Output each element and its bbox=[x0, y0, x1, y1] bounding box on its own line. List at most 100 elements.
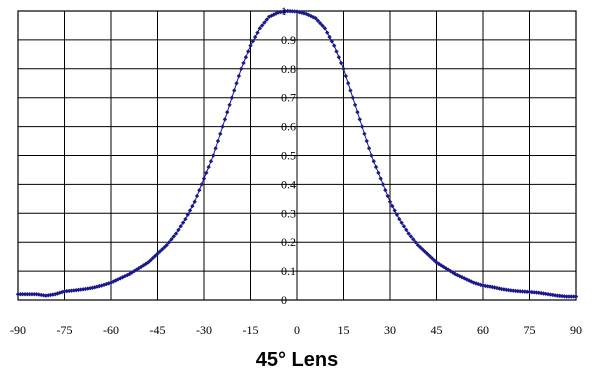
data-point bbox=[122, 273, 128, 279]
data-point bbox=[164, 242, 169, 248]
data-point bbox=[227, 102, 232, 108]
y-tick-labels: 0 0.1 0.2 0.3 0.4 0.5 0.6 0.7 0.8 0.9 1 bbox=[281, 4, 296, 307]
data-point bbox=[541, 291, 546, 296]
y-tick-label: 0.1 bbox=[281, 264, 296, 278]
data-point bbox=[369, 153, 374, 158]
data-point bbox=[397, 216, 402, 222]
data-point bbox=[341, 66, 346, 71]
data-point bbox=[399, 220, 404, 225]
data-point bbox=[513, 288, 518, 294]
data-point bbox=[371, 159, 376, 164]
y-tick-label: 1 bbox=[281, 4, 287, 18]
data-point bbox=[431, 258, 437, 263]
data-point bbox=[394, 212, 400, 217]
data-point bbox=[359, 124, 365, 129]
data-point bbox=[329, 39, 335, 44]
x-tick-label: 60 bbox=[477, 323, 489, 337]
data-point bbox=[376, 170, 381, 176]
data-point bbox=[536, 290, 541, 295]
data-point bbox=[320, 23, 325, 29]
data-point bbox=[257, 26, 262, 31]
data-point bbox=[245, 49, 251, 54]
data-point bbox=[48, 292, 53, 298]
data-point bbox=[518, 289, 523, 294]
data-point bbox=[345, 81, 351, 86]
data-point bbox=[262, 20, 267, 25]
data-point bbox=[197, 187, 202, 193]
data-point bbox=[406, 231, 411, 236]
y-tick-label: 0.2 bbox=[281, 235, 296, 249]
data-point bbox=[225, 109, 230, 115]
data-point bbox=[29, 292, 35, 297]
x-tick-label: -90 bbox=[10, 323, 26, 337]
data-point bbox=[401, 224, 407, 229]
data-point bbox=[171, 234, 176, 239]
data-point bbox=[64, 288, 70, 294]
data-point bbox=[243, 55, 249, 60]
data-point bbox=[366, 146, 372, 151]
y-tick-label: 0.5 bbox=[281, 149, 296, 163]
data-point bbox=[350, 95, 355, 100]
data-point bbox=[327, 34, 332, 40]
x-tick-label: 0 bbox=[294, 323, 300, 337]
data-point bbox=[208, 159, 214, 164]
data-point bbox=[571, 294, 576, 299]
data-point bbox=[545, 292, 551, 297]
series-markers bbox=[15, 8, 579, 299]
data-point bbox=[364, 138, 369, 144]
data-point bbox=[111, 279, 116, 284]
data-point bbox=[20, 292, 25, 297]
data-point bbox=[357, 117, 362, 122]
data-point bbox=[213, 146, 218, 151]
data-point bbox=[420, 247, 425, 252]
data-point bbox=[206, 164, 211, 170]
data-point bbox=[283, 9, 288, 14]
data-point bbox=[232, 88, 237, 93]
data-point bbox=[187, 208, 193, 213]
data-point bbox=[236, 73, 242, 79]
data-point bbox=[69, 288, 74, 293]
data-point bbox=[559, 293, 565, 299]
data-point bbox=[229, 95, 235, 100]
data-point bbox=[143, 261, 149, 267]
data-point bbox=[169, 237, 174, 242]
x-tick-label: 75 bbox=[524, 323, 536, 337]
data-point bbox=[176, 227, 181, 233]
data-point bbox=[173, 231, 179, 236]
data-point bbox=[194, 193, 200, 199]
x-tick-label: -60 bbox=[103, 323, 119, 337]
data-point bbox=[239, 66, 244, 71]
data-point bbox=[76, 287, 81, 293]
data-point bbox=[178, 224, 183, 229]
data-point bbox=[41, 293, 46, 298]
data-point bbox=[211, 153, 216, 158]
data-point bbox=[18, 292, 23, 297]
data-point bbox=[241, 60, 246, 66]
data-point bbox=[199, 182, 204, 187]
data-point bbox=[390, 203, 395, 209]
y-tick-label: 0.7 bbox=[281, 91, 296, 105]
x-tick-label: -30 bbox=[196, 323, 212, 337]
data-point bbox=[32, 292, 37, 297]
data-point bbox=[548, 292, 553, 297]
data-point bbox=[185, 212, 190, 217]
data-point bbox=[264, 17, 269, 22]
data-point bbox=[166, 240, 172, 245]
data-point bbox=[218, 131, 223, 137]
data-point bbox=[404, 227, 409, 233]
data-point bbox=[152, 253, 158, 259]
data-point bbox=[325, 30, 330, 35]
y-tick-label: 0.3 bbox=[281, 206, 296, 220]
data-point bbox=[573, 294, 579, 299]
chart-title: 45° Lens bbox=[256, 349, 338, 371]
data-point bbox=[534, 290, 539, 295]
data-point bbox=[569, 294, 574, 299]
data-point bbox=[392, 208, 397, 213]
data-point bbox=[162, 245, 167, 250]
data-point bbox=[34, 292, 39, 297]
data-point bbox=[132, 268, 137, 274]
data-point bbox=[332, 43, 337, 48]
data-point bbox=[234, 81, 239, 86]
x-tick-labels: -90 -75 -60 -45 -30 -15 0 15 30 45 60 75 90 bbox=[10, 323, 582, 337]
data-point bbox=[318, 21, 323, 26]
